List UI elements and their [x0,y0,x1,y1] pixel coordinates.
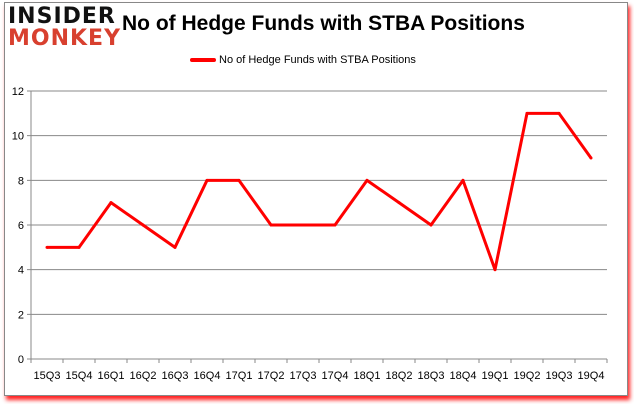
x-tick-label: 15Q3 [34,370,61,382]
chart-frame [4,2,628,396]
y-tick-label: 2 [18,309,24,321]
legend-label: No of Hedge Funds with STBA Positions [219,54,416,66]
x-tick-label: 18Q4 [450,370,477,382]
x-tick-label: 15Q4 [66,370,93,382]
data-point [301,223,305,227]
x-tick-label: 19Q4 [578,370,605,382]
data-point [173,245,177,249]
data-point [493,268,497,272]
x-tick-label: 17Q3 [290,370,317,382]
chart-title: No of Hedge Funds with STBA Positions [122,12,525,35]
insider-monkey-logo: INSIDER MONKEY [8,6,121,50]
x-tick-label: 17Q2 [258,370,285,382]
y-tick-label: 4 [18,265,24,277]
data-point [557,111,561,115]
y-tick-label: 8 [18,175,24,187]
y-tick-label: 6 [18,220,24,232]
y-tick-label: 0 [18,354,24,366]
data-point [269,223,273,227]
x-tick-label: 17Q4 [322,370,349,382]
x-tick-label: 16Q3 [162,370,189,382]
series-line [47,111,593,272]
logo-line1: INSIDER [8,4,116,29]
data-point [397,201,401,205]
x-tick-label: 19Q2 [514,370,541,382]
x-tick-label: 17Q1 [226,370,253,382]
data-point [141,223,145,227]
data-point [429,223,433,227]
x-tick-label: 16Q4 [194,370,221,382]
data-point [333,223,337,227]
legend: No of Hedge Funds with STBA Positions [190,54,416,66]
x-tick-label: 18Q2 [386,370,413,382]
data-point [365,178,369,182]
data-point [589,156,593,160]
logo-line2: MONKEY [8,26,122,51]
data-point [109,201,113,205]
legend-swatch [190,58,216,62]
data-point [461,178,465,182]
data-point [237,178,241,182]
x-tick-label: 18Q3 [418,370,445,382]
x-tick-label: 18Q1 [354,370,381,382]
y-tick-label: 12 [12,86,24,98]
data-point [77,245,81,249]
y-tick-label: 10 [12,131,24,143]
x-tick-label: 19Q3 [546,370,573,382]
x-tick-label: 16Q1 [98,370,125,382]
data-point [205,178,209,182]
data-point [45,245,49,249]
data-point [525,111,529,115]
x-tick-label: 16Q2 [130,370,157,382]
x-tick-label: 19Q1 [482,370,509,382]
